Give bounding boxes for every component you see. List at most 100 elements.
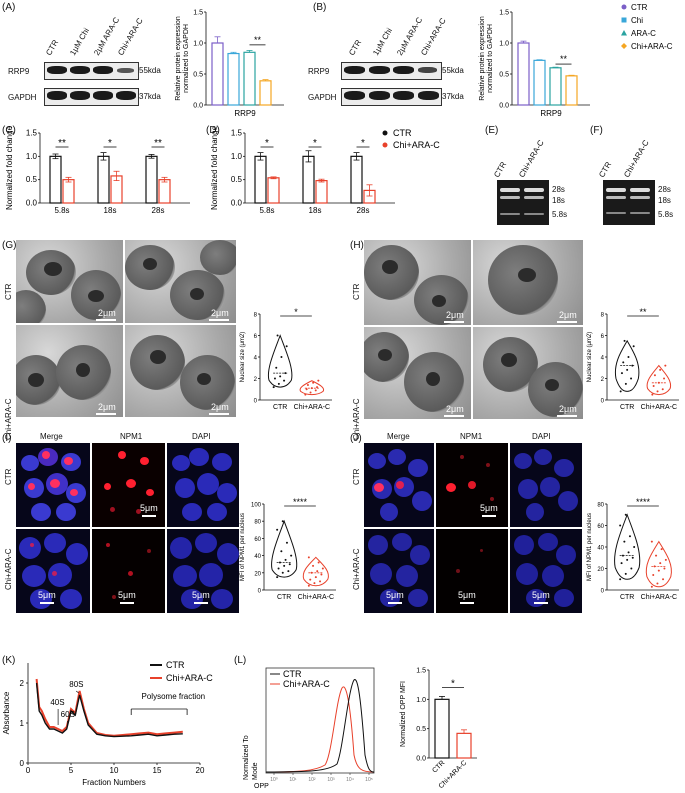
violin-outline <box>646 364 672 396</box>
x-tick-label: 0 <box>26 766 31 775</box>
row-label: GAPDH <box>8 93 37 102</box>
legend-label: ARA-C <box>631 29 656 38</box>
bar <box>145 155 158 204</box>
significance-label: ** <box>58 138 66 149</box>
gel-lane-label: Chi+ARA-C <box>517 138 546 179</box>
panel-b-bar-chart: 0.0 0.5 1.0 1.5 ** RRP9 Relative protein expre… <box>479 3 673 118</box>
y-tick-label: 0.0 <box>26 199 38 208</box>
size-marker: 55kda <box>442 66 464 75</box>
chi-ara-c-histogram <box>265 686 375 773</box>
panel-label-h: (H) <box>350 240 364 251</box>
legend-marker <box>621 17 627 23</box>
y-axis-label: MFI of NPM1 per nucleus <box>587 513 593 581</box>
y-axis-label: Nuclear size (μm2) <box>587 332 593 382</box>
data-point <box>304 393 307 396</box>
significance-label: * <box>361 138 365 149</box>
x-tick-label: 10¹ <box>289 777 297 783</box>
data-point <box>309 391 312 394</box>
gel-marker: 18s <box>552 196 565 205</box>
y-axis-label: Absorbance <box>2 691 11 734</box>
scale-bar-label: 2μm <box>211 308 229 318</box>
y-tick-label: 1.5 <box>231 129 243 138</box>
data-point <box>630 567 633 570</box>
scale-bar-label: 5μm <box>118 590 136 600</box>
violin-outline <box>267 334 293 388</box>
significance-label: **** <box>293 497 308 507</box>
y-tick-label: 20 <box>254 571 261 577</box>
ctr-histogram <box>265 679 375 773</box>
data-point <box>316 570 319 573</box>
data-point <box>314 576 317 579</box>
panel-c-bar-chart: 0.0 0.5 1.0 1.5 ** 5.8s * 18s ** 28s Normalized fo… <box>5 125 190 215</box>
significance-label: ** <box>560 54 568 64</box>
data-point <box>284 558 287 561</box>
y-tick-label: 1 <box>20 719 25 728</box>
violin-outline <box>271 519 298 578</box>
scale-bar-label: 2μm <box>559 404 577 414</box>
violin-outline <box>614 513 641 580</box>
significance-label: * <box>294 307 298 317</box>
series-line <box>35 682 183 738</box>
y-tick-label: 2 <box>601 377 605 383</box>
em-image: 2μm <box>125 325 236 417</box>
annotation-60s: 60S <box>61 710 75 719</box>
gel-marker: 28s <box>552 185 565 194</box>
y-tick-label: 0.0 <box>499 103 509 110</box>
gel-lane-label: CTR <box>597 160 614 179</box>
fluorescence-npm1-image <box>92 529 165 613</box>
series-line <box>35 678 183 737</box>
x-tick-label: Chi+ARA-C <box>641 404 677 410</box>
y-axis-label: normalized to GAPDH <box>487 24 494 93</box>
data-point <box>285 541 288 544</box>
row-label: CTR <box>4 468 13 485</box>
bar <box>456 732 472 759</box>
significance-label: **** <box>636 497 651 507</box>
panel-label-j: (J) <box>350 433 362 444</box>
em-image: 2μm <box>16 240 123 323</box>
legend-label: Chi+ARA-C <box>393 140 440 150</box>
bar <box>549 67 562 106</box>
data-point <box>272 386 275 389</box>
scale-bar-label: 2μm <box>559 310 577 320</box>
lane-label: Chi+ARA-C <box>116 16 145 57</box>
column-label: DAPI <box>532 432 551 441</box>
data-point <box>312 381 315 384</box>
y-tick-label: 0.5 <box>499 72 509 79</box>
column-label: Merge <box>387 432 410 441</box>
y-tick-label: 0.5 <box>231 175 243 184</box>
fluorescence-merge-image <box>364 529 434 613</box>
y-axis-label: Nuclear size (μm2) <box>240 332 246 382</box>
row-label: CTR <box>352 468 361 485</box>
em-image: 2μm <box>473 240 583 325</box>
column-label: Merge <box>40 432 63 441</box>
panel-label-i: (I) <box>2 433 12 444</box>
x-tick-label: 5.8s <box>259 206 274 215</box>
data-point <box>650 585 653 588</box>
data-point <box>280 550 283 553</box>
y-axis-label: Normalized fold change <box>5 125 14 210</box>
x-axis-label: Fraction Numbers <box>82 778 146 787</box>
scale-bar-label: 2μm <box>446 310 464 320</box>
data-point <box>320 573 323 576</box>
data-point <box>275 366 278 369</box>
lane-label: CTR <box>44 38 61 57</box>
x-axis-label: RRP9 <box>540 109 562 118</box>
data-point <box>312 564 315 567</box>
gel-marker: 5.8s <box>552 210 568 219</box>
y-tick-label: 6 <box>601 334 605 340</box>
data-point <box>313 582 316 585</box>
data-point <box>281 520 284 523</box>
y-tick-label: 0.0 <box>231 199 243 208</box>
data-point <box>626 368 629 371</box>
violin-outline <box>299 380 325 396</box>
row-label: CTR <box>4 283 13 300</box>
data-point <box>317 379 320 382</box>
legend-marker <box>621 30 627 36</box>
x-tick-label: 10 <box>110 766 119 775</box>
y-tick-label: 100 <box>251 503 262 509</box>
flow-legend-ctr: CTR <box>283 669 302 679</box>
x-tick-label: CTR <box>431 759 446 774</box>
data-point <box>287 570 290 573</box>
x-tick-label: 28s <box>152 206 165 215</box>
